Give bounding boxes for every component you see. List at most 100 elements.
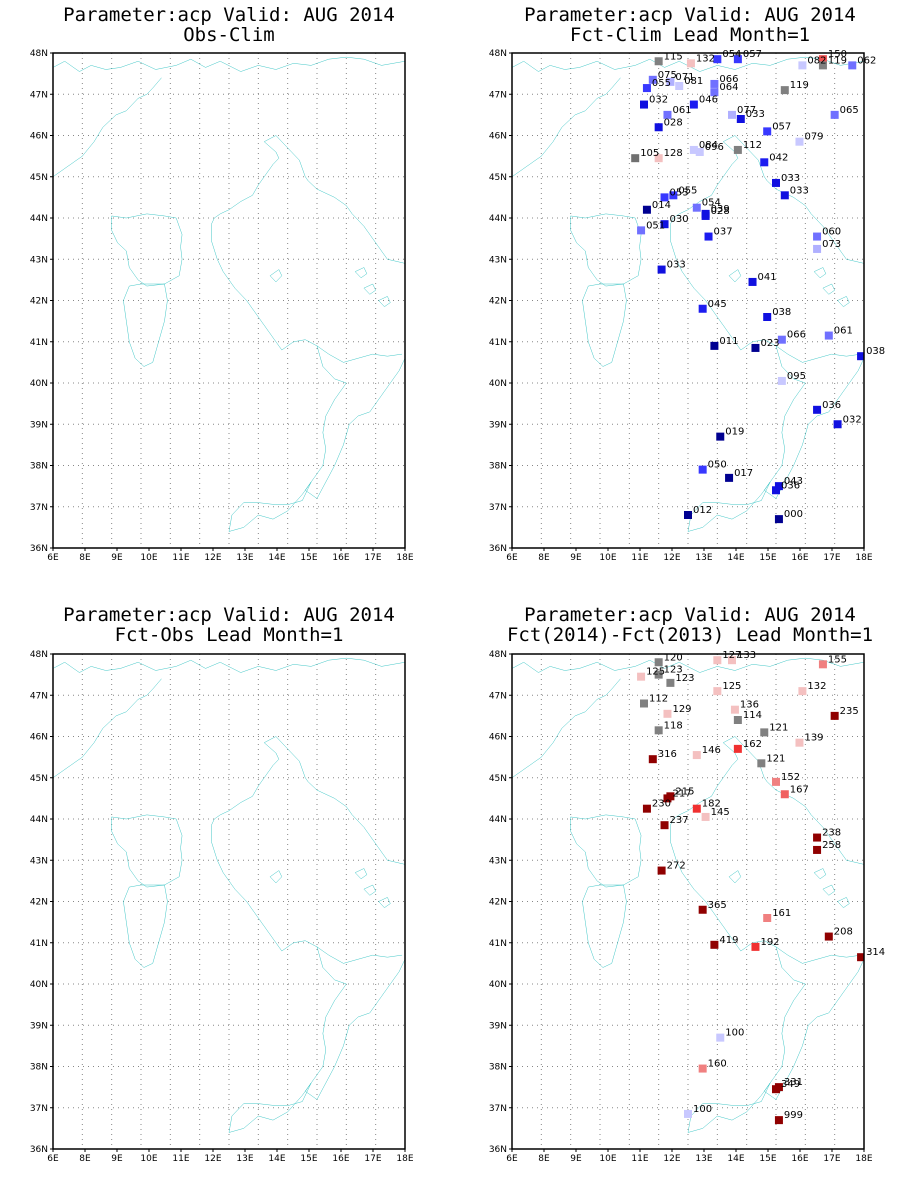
lon-tick-label: 6E <box>506 1154 518 1164</box>
station-value-label: 055 <box>678 185 697 196</box>
station-marker <box>772 486 780 495</box>
lat-tick-label: 36N <box>30 544 48 554</box>
lat-tick-label: 46N <box>30 733 48 743</box>
lon-tick-label: 6E <box>47 553 59 563</box>
station-value-label: 365 <box>708 900 727 911</box>
station-value-label: 121 <box>769 722 788 733</box>
station-value-label: 000 <box>784 509 803 520</box>
panel-subtitle: Obs-Clim <box>183 24 275 46</box>
station-value-label: 038 <box>772 307 791 318</box>
lat-tick-label: 42N <box>30 898 48 908</box>
station-marker <box>657 265 666 274</box>
lon-tick-label: 10E <box>140 553 157 563</box>
lat-tick-label: 46N <box>489 132 507 142</box>
lat-tick-label: 40N <box>30 379 48 389</box>
station-marker <box>654 123 663 132</box>
station-value-label: 152 <box>781 772 800 783</box>
lon-tick-label: 13E <box>236 1154 253 1164</box>
station-value-label: 036 <box>822 400 841 411</box>
lon-tick-label: 14E <box>268 1154 285 1164</box>
lon-tick-label: 9E <box>111 1154 123 1164</box>
station-marker <box>733 55 742 64</box>
station-marker <box>833 420 842 429</box>
station-marker <box>774 1116 783 1125</box>
station-marker <box>642 205 651 214</box>
station-value-label: 182 <box>702 799 721 810</box>
lon-tick-label: 17E <box>823 553 840 563</box>
station-marker <box>751 942 760 951</box>
lat-tick-label: 45N <box>489 774 507 784</box>
lat-tick-label: 38N <box>489 1063 507 1073</box>
station-value-label: 050 <box>708 460 727 471</box>
lat-tick-label: 48N <box>30 650 48 660</box>
station-markers <box>637 656 864 1125</box>
station-marker <box>798 61 807 70</box>
station-value-label: 043 <box>784 476 803 487</box>
station-marker <box>760 728 769 737</box>
station-value-label: 120 <box>664 652 683 663</box>
station-value-label: 081 <box>684 76 703 87</box>
station-value-label: 019 <box>725 427 744 438</box>
station-value-label: 066 <box>787 330 806 341</box>
lon-tick-label: 13E <box>695 1154 712 1164</box>
gridlines <box>512 53 864 548</box>
lon-tick-label: 15E <box>759 1154 776 1164</box>
station-value-label: 128 <box>664 148 683 159</box>
station-marker <box>818 660 827 669</box>
lat-tick-label: 42N <box>489 297 507 307</box>
station-marker <box>824 932 833 941</box>
station-value-label: 014 <box>652 200 671 211</box>
panel-title: Parameter:acp Valid: AUG 2014 <box>63 4 395 26</box>
lon-tick-label: 10E <box>599 553 616 563</box>
lat-tick-label: 48N <box>489 49 507 59</box>
lon-tick-label: 6E <box>47 1154 59 1164</box>
station-marker <box>772 178 780 187</box>
lon-tick-label: 17E <box>364 553 381 563</box>
station-value-label: 037 <box>714 227 733 238</box>
lat-tick-label: 43N <box>30 255 48 265</box>
station-marker <box>654 670 663 679</box>
station-marker <box>637 226 646 235</box>
station-marker <box>772 1085 780 1094</box>
lat-tick-label: 45N <box>489 173 507 183</box>
station-value-label: 082 <box>807 55 826 66</box>
station-marker <box>710 79 719 88</box>
station-value-label: 419 <box>719 935 738 946</box>
lat-tick-label: 36N <box>489 544 507 554</box>
lon-tick-label: 12E <box>663 553 680 563</box>
station-value-label: 230 <box>652 799 671 810</box>
station-marker <box>666 792 675 801</box>
lon-tick-label: 6E <box>506 553 518 563</box>
station-value-label: 217 <box>672 788 691 799</box>
station-marker <box>701 209 710 218</box>
station-value-label: 095 <box>787 371 806 382</box>
station-marker <box>830 711 839 720</box>
station-value-label: 167 <box>790 784 809 795</box>
lat-tick-label: 44N <box>30 815 48 825</box>
station-marker <box>675 82 684 90</box>
station-marker <box>763 313 772 321</box>
lon-tick-label: 15E <box>300 1154 317 1164</box>
station-value-label: 112 <box>743 140 762 151</box>
station-marker <box>813 232 822 241</box>
station-marker <box>692 203 701 212</box>
station-value-label: 060 <box>822 227 841 238</box>
station-value-label: 041 <box>758 272 777 283</box>
station-value-label: 272 <box>667 861 686 872</box>
station-value-label: 331 <box>784 1077 803 1088</box>
station-value-label: 033 <box>790 185 809 196</box>
station-value-label: 237 <box>670 815 689 826</box>
station-marker <box>818 55 827 64</box>
station-marker <box>689 100 698 109</box>
lon-tick-label: 9E <box>570 553 582 563</box>
station-marker <box>813 845 822 854</box>
station-marker <box>640 699 648 708</box>
station-value-label: 023 <box>760 338 779 349</box>
panel-title: Parameter:acp Valid: AUG 2014 <box>63 604 395 626</box>
station-marker <box>772 777 780 786</box>
station-marker <box>795 738 804 747</box>
lat-tick-label: 39N <box>30 1021 48 1031</box>
